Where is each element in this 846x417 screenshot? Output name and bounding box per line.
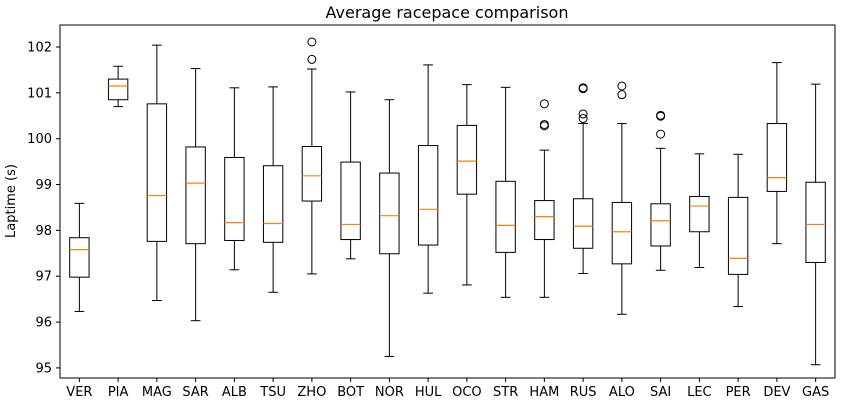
outlier-point bbox=[578, 83, 588, 93]
y-tick-label: 95 bbox=[35, 361, 52, 376]
box-iqr bbox=[379, 172, 400, 255]
box-iqr bbox=[301, 145, 323, 202]
x-tick-label: OCO bbox=[452, 385, 482, 400]
box-iqr bbox=[146, 103, 168, 242]
box-iqr bbox=[766, 123, 788, 192]
y-tick-label: 100 bbox=[27, 132, 52, 147]
x-tick-label: BOT bbox=[337, 385, 364, 400]
x-tick-label: PIA bbox=[108, 385, 129, 400]
box-iqr bbox=[262, 165, 284, 243]
y-tick-label: 97 bbox=[35, 270, 52, 285]
box-iqr bbox=[69, 237, 90, 278]
x-tick-label: TSU bbox=[259, 385, 286, 400]
box-iqr bbox=[650, 203, 671, 247]
y-tick-label: 101 bbox=[27, 86, 52, 101]
outlier-point bbox=[539, 99, 549, 109]
x-tick-label: DEV bbox=[763, 385, 790, 400]
x-tick-label: ZHO bbox=[297, 385, 326, 400]
y-tick-label: 98 bbox=[35, 224, 52, 239]
box-iqr bbox=[805, 181, 826, 263]
x-tick-label: MAG bbox=[142, 385, 172, 400]
plot-area: 95 96 97 98 99 100 101 102 VER PIA MAG SAR ALB TSU ZHO… bbox=[27, 37, 829, 400]
x-tick-label: GAS bbox=[802, 385, 829, 400]
box-iqr bbox=[107, 78, 129, 101]
x-tick-label: STR bbox=[493, 385, 518, 400]
outlier-point bbox=[307, 54, 317, 64]
box-iqr bbox=[340, 161, 361, 241]
outlier-point bbox=[656, 129, 666, 139]
outlier-point bbox=[578, 109, 588, 119]
box-iqr bbox=[689, 195, 710, 233]
outlier-point bbox=[307, 37, 317, 47]
box-iqr bbox=[456, 124, 478, 195]
x-tick-label: ALO bbox=[609, 385, 635, 400]
y-axis-label: Laptime (s) bbox=[4, 164, 19, 238]
box-iqr bbox=[534, 200, 555, 241]
x-tick-label: SAI bbox=[650, 385, 671, 400]
box-iqr bbox=[727, 196, 749, 275]
outlier-point bbox=[617, 81, 627, 91]
outlier-point bbox=[656, 110, 666, 120]
x-tick-label: LEC bbox=[687, 385, 712, 400]
chart-title: Average racepace comparison bbox=[326, 3, 569, 22]
x-tick-label: SAR bbox=[182, 385, 208, 400]
box-iqr bbox=[572, 198, 594, 249]
box-iqr bbox=[185, 146, 206, 245]
outlier-point bbox=[578, 114, 588, 124]
y-tick-label: 99 bbox=[35, 178, 52, 193]
x-tick-label: PER bbox=[726, 385, 751, 400]
box-iqr bbox=[224, 156, 245, 241]
x-tick-label: RUS bbox=[570, 385, 597, 400]
x-tick-label: ALB bbox=[222, 385, 247, 400]
outlier-point bbox=[539, 119, 549, 129]
x-tick-label: VER bbox=[66, 385, 92, 400]
axes-frame bbox=[59, 24, 836, 379]
x-tick-label: HAM bbox=[529, 385, 559, 400]
box-iqr bbox=[611, 201, 633, 265]
box-iqr bbox=[417, 145, 439, 246]
x-tick-label: NOR bbox=[375, 385, 404, 400]
box-iqr bbox=[495, 180, 516, 253]
outlier-point bbox=[617, 90, 627, 100]
y-tick-label: 102 bbox=[27, 41, 52, 56]
y-tick-label: 96 bbox=[35, 316, 52, 331]
x-tick-label: HUL bbox=[415, 385, 442, 400]
